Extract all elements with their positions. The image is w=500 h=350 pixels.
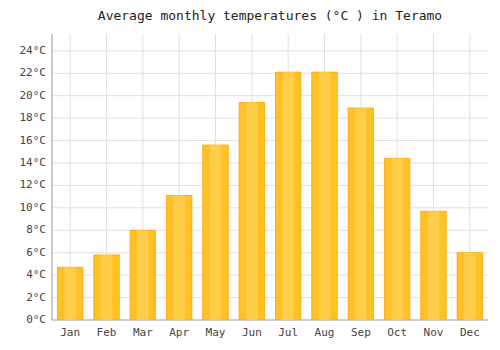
y-tick-label: 6°C — [26, 246, 46, 259]
bar-highlight — [210, 145, 221, 320]
bar-group — [203, 145, 228, 320]
x-tick-label: Feb — [97, 326, 117, 339]
y-grid-line — [52, 207, 488, 208]
bar-highlight — [282, 72, 293, 320]
y-tick-label: 4°C — [26, 268, 46, 281]
bar — [166, 196, 191, 320]
y-tick-label: 10°C — [20, 201, 47, 214]
y-tick-label: 18°C — [20, 111, 47, 124]
bar-highlight — [246, 102, 257, 320]
bar-group — [275, 72, 300, 320]
bar — [203, 145, 228, 320]
y-grid-line — [52, 95, 488, 96]
x-tick-label: Apr — [169, 326, 189, 339]
x-tick-label: Oct — [387, 326, 407, 339]
x-tick-label: Jun — [242, 326, 262, 339]
bar-highlight — [137, 230, 148, 320]
bar-group — [239, 102, 264, 320]
y-tick-label: 22°C — [20, 66, 47, 79]
bar — [421, 211, 446, 320]
bar-highlight — [101, 255, 112, 320]
bar — [348, 108, 373, 320]
y-grid-line — [52, 162, 488, 163]
x-tick-label: Jul — [278, 326, 298, 339]
axes: 0°C 2°C 4°C 6°C 8°C 10°C 12°C 14°C 16°C 18°C 20°C 2… — [20, 34, 489, 339]
bar-highlight — [319, 72, 330, 320]
x-tick-label: Dec — [460, 326, 480, 339]
bar-group — [421, 211, 446, 320]
bar — [239, 102, 264, 320]
bar-highlight — [355, 108, 366, 320]
y-grid-line — [52, 50, 488, 51]
bar-highlight — [64, 267, 75, 320]
x-tick-label: Aug — [315, 326, 335, 339]
bar — [57, 267, 82, 320]
y-grid-line — [52, 118, 488, 119]
bar — [275, 72, 300, 320]
bars — [57, 72, 482, 320]
bar-group — [312, 72, 337, 320]
y-grid-line — [52, 140, 488, 141]
y-axis-line — [52, 34, 53, 320]
bar-group — [457, 253, 482, 320]
bar — [130, 230, 155, 320]
x-tick-label: Jan — [60, 326, 80, 339]
bar-highlight — [173, 196, 184, 320]
x-tick-label: May — [206, 326, 226, 339]
bar-highlight — [391, 158, 402, 320]
x-tick-label: Mar — [133, 326, 153, 339]
grid — [52, 34, 488, 320]
bar — [94, 255, 119, 320]
y-tick-label: 0°C — [26, 313, 46, 326]
bar — [312, 72, 337, 320]
bar-highlight — [464, 253, 475, 320]
bar-group — [348, 108, 373, 320]
bar-group — [57, 267, 82, 320]
y-grid-line — [52, 73, 488, 74]
bar — [457, 253, 482, 320]
chart: 0°C 2°C 4°C 6°C 8°C 10°C 12°C 14°C 16°C 18°C 20°C 2… — [0, 0, 500, 350]
y-tick-label: 20°C — [20, 89, 47, 102]
y-tick-label: 14°C — [20, 156, 47, 169]
bar — [384, 158, 409, 320]
y-tick-label: 24°C — [20, 44, 47, 57]
y-grid-line — [52, 185, 488, 186]
y-tick-label: 2°C — [26, 291, 46, 304]
y-tick-label: 16°C — [20, 134, 47, 147]
bar-group — [384, 158, 409, 320]
bar-group — [166, 196, 191, 320]
x-tick-label: Sep — [351, 326, 371, 339]
bar-group — [130, 230, 155, 320]
title: Average monthly temperatures (°C ) in Te… — [98, 8, 442, 23]
bar-group — [94, 255, 119, 320]
y-tick-label: 8°C — [26, 223, 46, 236]
x-tick-label: Nov — [424, 326, 444, 339]
bar-highlight — [428, 211, 439, 320]
y-tick-label: 12°C — [20, 178, 47, 191]
